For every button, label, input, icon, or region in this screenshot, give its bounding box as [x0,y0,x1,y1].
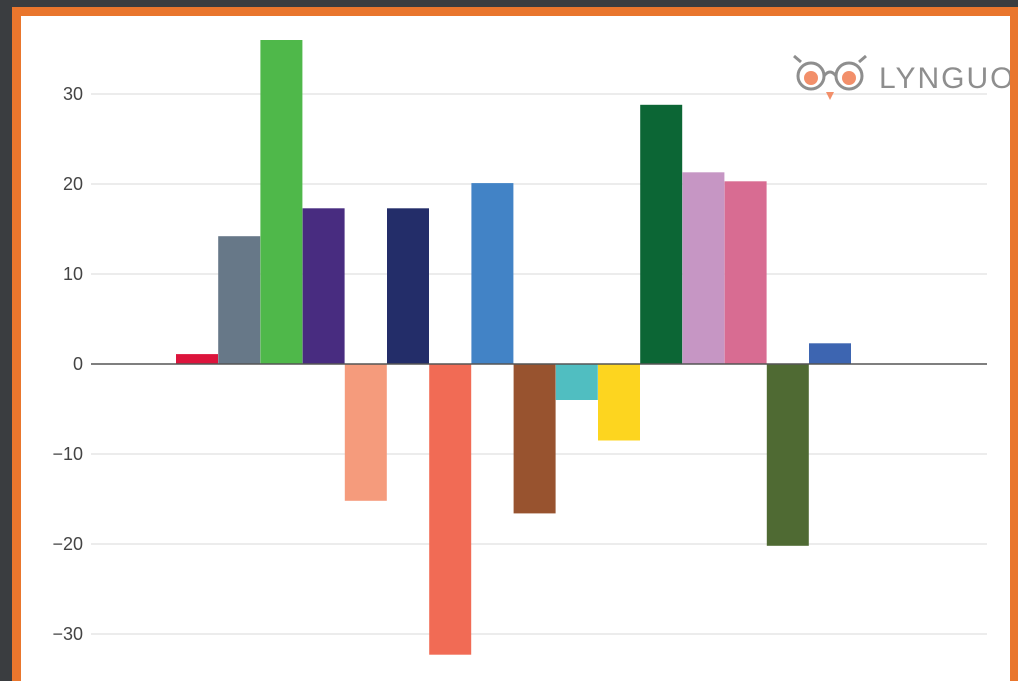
bar [640,104,683,365]
bar [766,364,809,546]
bar [302,208,345,364]
bar [260,40,303,364]
chart-panel: 30 20 10 0 −10 −20 −30 LYNGUO [21,16,1010,681]
bars [176,40,851,655]
y-tick-label: 30 [63,84,83,104]
bar [429,364,472,655]
bar [555,364,598,400]
y-tick-label: −10 [52,444,83,464]
bar [176,354,218,364]
bar [387,208,429,364]
bar [471,183,514,364]
bar [682,172,725,364]
bar [344,364,387,501]
y-tick-label: 20 [63,174,83,194]
y-tick-label: −20 [52,534,83,554]
y-axis-ticks: 30 20 10 0 −10 −20 −30 [52,84,83,644]
brand-logo: LYNGUO [791,50,1010,108]
y-tick-label: 0 [73,354,83,374]
bar [809,343,851,364]
y-tick-label: −30 [52,624,83,644]
bar [724,181,767,364]
bar [513,364,556,514]
bar [218,236,261,364]
bar [598,364,640,441]
bar-chart: 30 20 10 0 −10 −20 −30 [52,40,987,655]
owl-icon [793,54,867,100]
logo-text: LYNGUO [879,62,1010,95]
y-tick-label: 10 [63,264,83,284]
